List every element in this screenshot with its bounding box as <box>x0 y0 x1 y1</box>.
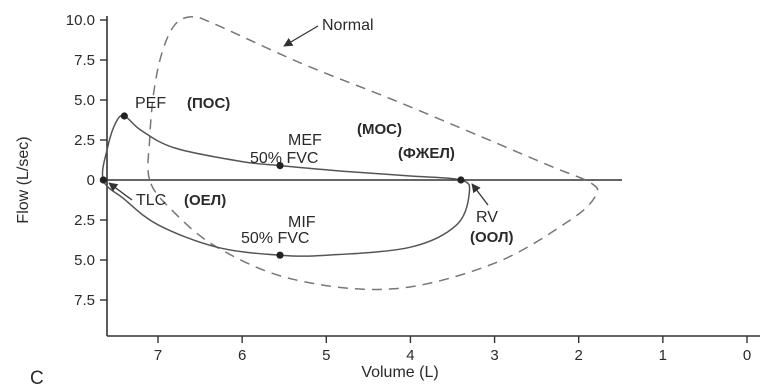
x-axis-label: Volume (L) <box>361 364 438 381</box>
point-markers <box>99 112 465 259</box>
y-tick-label: 5.0 <box>74 252 95 269</box>
y-axis-label: Flow (L/sec) <box>15 136 32 223</box>
mef-label: MEF <box>288 132 322 149</box>
x-tick-label: 6 <box>238 347 246 364</box>
x-tick-label: 5 <box>322 347 330 364</box>
y-tick-label: 2.5 <box>74 212 95 229</box>
x-tick-label: 7 <box>154 347 162 364</box>
y-tick-label: 2.5 <box>74 132 95 149</box>
data-point <box>457 176 465 184</box>
y-tick-label: 7.5 <box>74 52 95 69</box>
tick-group: 10.0 7.5 5.0 2.5 0 2.5 5.0 7.5 7 6 5 4 3 2 1 0 <box>66 12 751 364</box>
x-tick-label: 0 <box>743 347 751 364</box>
pef-label: PEF <box>135 95 166 112</box>
x-tick-label: 2 <box>575 347 583 364</box>
normal-loop-line <box>147 15 599 291</box>
y-tick-label: 10.0 <box>66 12 95 29</box>
mif-fvc-label: 50% FVC <box>241 230 309 247</box>
mef-fvc-ru-label: (ФЖЕЛ) <box>398 145 455 162</box>
data-point <box>120 112 128 120</box>
y-tick-label: 0 <box>87 172 95 189</box>
x-tick-label: 1 <box>659 347 667 364</box>
annotation-arrows <box>108 25 489 206</box>
data-point <box>276 251 284 259</box>
mef-ru-label: (МОС) <box>357 121 402 138</box>
rv-arrow <box>471 183 489 206</box>
pef-ru-label: (ПОС) <box>187 95 230 112</box>
mef-fvc-label: 50% FVC <box>250 150 318 167</box>
series-layer <box>101 15 599 291</box>
panel-label: C <box>30 368 44 388</box>
mif-label: MIF <box>288 214 316 231</box>
tlc-arrow <box>108 182 133 201</box>
rv-ru-label: (ООЛ) <box>470 229 513 246</box>
rv-label: RV <box>476 209 498 226</box>
normal-arrow <box>283 25 319 47</box>
tlc-label: TLC <box>136 192 166 209</box>
data-point <box>276 162 284 170</box>
normal-label: Normal <box>322 17 374 34</box>
x-tick-label: 3 <box>490 347 498 364</box>
x-tick-label: 4 <box>406 347 414 364</box>
tlc-ru-label: (ОЕЛ) <box>184 192 226 209</box>
y-tick-label: 7.5 <box>74 292 95 309</box>
y-tick-label: 5.0 <box>74 92 95 109</box>
data-point <box>99 176 107 184</box>
